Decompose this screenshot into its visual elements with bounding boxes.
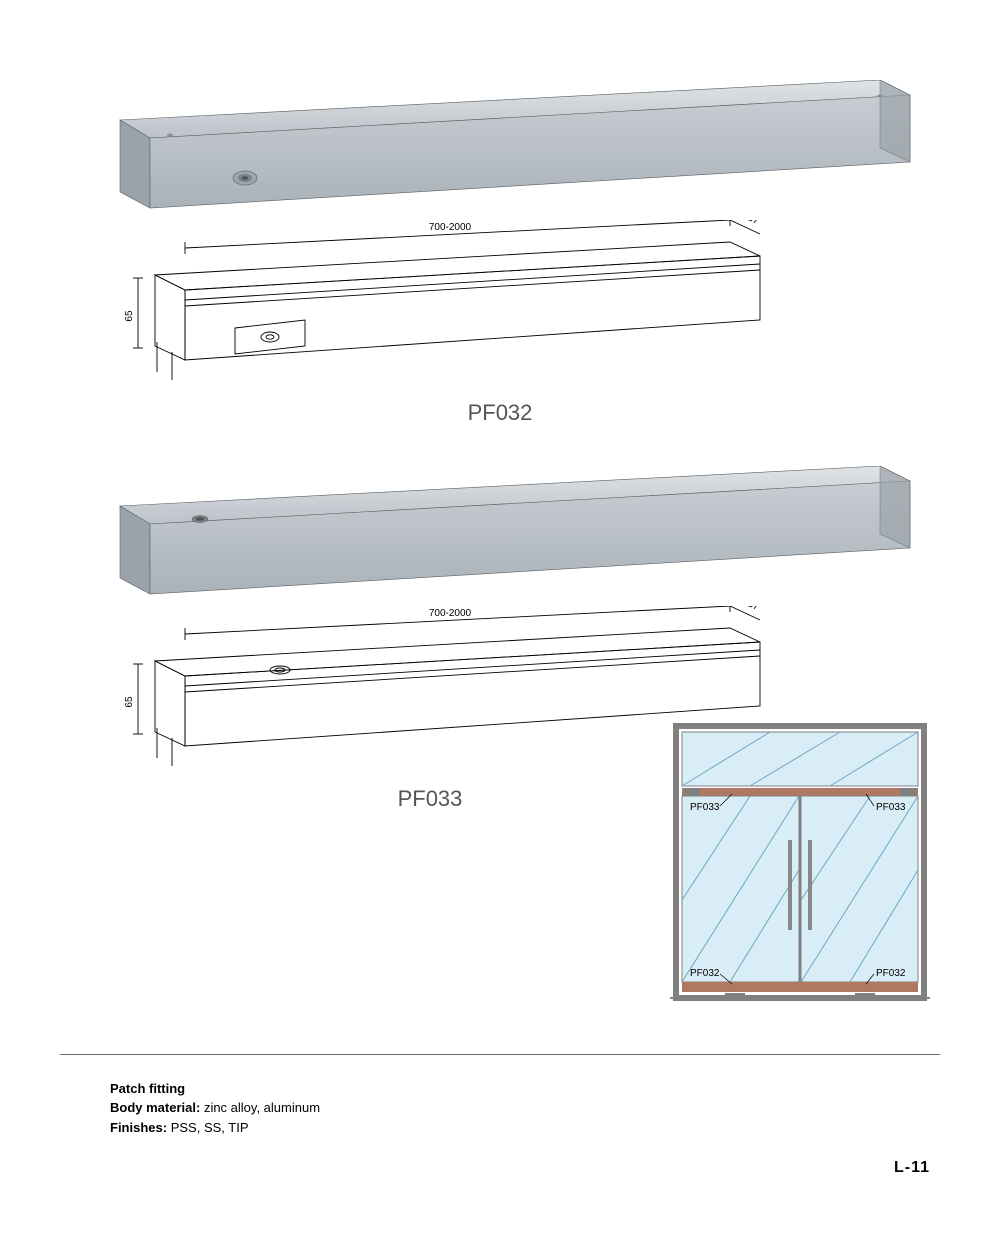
pf032-height: 65: [124, 310, 135, 322]
pf033-render: [60, 466, 940, 606]
pf033-height: 65: [124, 696, 135, 708]
footer-title: Patch fitting: [110, 1081, 185, 1096]
footer-body-value: zinc alloy, aluminum: [204, 1100, 320, 1115]
door-label-tl: PF033: [690, 802, 720, 813]
footer-finishes-value: PSS, SS, TIP: [171, 1120, 249, 1135]
footer-finishes-label: Finishes:: [110, 1120, 167, 1135]
footer-body-label: Body material:: [110, 1100, 200, 1115]
pf032-title: PF032: [60, 400, 940, 426]
footer-info: Patch fitting Body material: zinc alloy,…: [60, 1079, 940, 1138]
pf032-render: [60, 80, 940, 220]
pf032-depth: 37: [746, 220, 761, 227]
product-pf032: 700-2000 65 37 PF032: [60, 80, 940, 426]
door-label-tr: PF033: [876, 802, 906, 813]
pf033-length: 700-2000: [429, 608, 472, 619]
door-label-br: PF032: [876, 968, 906, 979]
catalog-page: 700-2000 65 37 PF032: [0, 0, 1000, 1237]
pf032-length: 700-2000: [429, 222, 472, 233]
footer-divider: [60, 1054, 940, 1055]
pf032-tech-drawing: 700-2000 65 37: [60, 220, 940, 390]
door-label-bl: PF032: [690, 968, 720, 979]
page-number: L-11: [894, 1159, 930, 1177]
pf033-depth: 37: [746, 606, 761, 613]
door-application-diagram: PF033 PF033 PF032 PF032: [670, 720, 930, 1015]
